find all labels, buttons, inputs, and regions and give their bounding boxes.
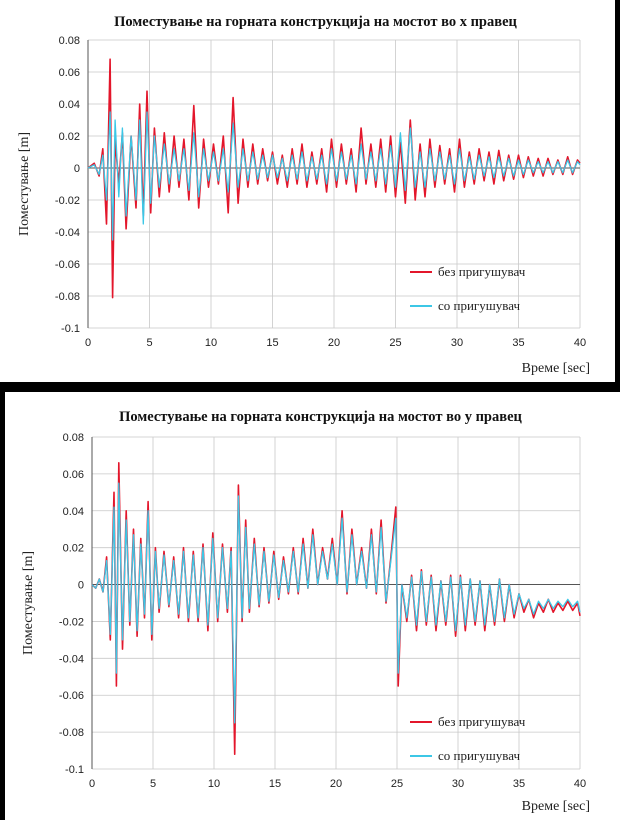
y-tick-label: -0.04 xyxy=(59,653,84,665)
x-tick-label: 5 xyxy=(146,337,152,349)
y-tick-label: -0.08 xyxy=(59,727,84,739)
legend-label: со пригушувач xyxy=(438,298,520,313)
series-line-with-damper xyxy=(91,482,581,724)
y-tick-label: 0.04 xyxy=(63,506,84,518)
x-tick-label: 25 xyxy=(389,337,401,349)
y-tick-label: 0.04 xyxy=(59,99,80,111)
y-tick-label: -0.1 xyxy=(65,764,84,776)
y-tick-label: -0.02 xyxy=(55,195,80,207)
chart-panel-x-direction: Поместување на горната конструкција на м… xyxy=(0,0,615,382)
y-axis-label: Поместување [m] xyxy=(17,132,32,236)
y-tick-label: 0.06 xyxy=(59,67,80,79)
y-tick-label: 0.02 xyxy=(63,543,84,555)
x-tick-label: 25 xyxy=(391,778,403,790)
y-tick-label: 0 xyxy=(78,580,84,592)
y-tick-label: -0.1 xyxy=(61,323,80,335)
chart-x-svg: Поместување на горната конструкција на м… xyxy=(17,14,590,376)
y-tick-label: -0.06 xyxy=(59,690,84,702)
x-tick-label: 0 xyxy=(85,337,91,349)
x-tick-label: 15 xyxy=(269,778,281,790)
x-tick-label: 5 xyxy=(150,778,156,790)
y-tick-label: 0.06 xyxy=(63,469,84,481)
x-tick-label: 0 xyxy=(89,778,95,790)
x-tick-label: 10 xyxy=(208,778,220,790)
series-line-with-damper xyxy=(87,111,581,241)
x-axis-label: Време [sec] xyxy=(522,799,590,814)
y-tick-label: -0.06 xyxy=(55,259,80,271)
x-axis-label: Време [sec] xyxy=(522,361,590,376)
chart-panel-y-direction: Поместување на горната конструкција на м… xyxy=(5,392,620,820)
x-tick-label: 20 xyxy=(330,778,342,790)
x-tick-label: 20 xyxy=(328,337,340,349)
x-tick-label: 35 xyxy=(513,778,525,790)
x-tick-label: 40 xyxy=(574,778,586,790)
x-tick-label: 40 xyxy=(574,337,586,349)
y-axis-label: Поместување [m] xyxy=(21,551,36,655)
chart-title: Поместување на горната конструкција на м… xyxy=(119,409,522,425)
legend-label: со пригушувач xyxy=(438,748,520,763)
y-tick-label: 0.08 xyxy=(59,35,80,47)
y-tick-label: -0.08 xyxy=(55,291,80,303)
x-tick-label: 30 xyxy=(451,337,463,349)
chart-title: Поместување на горната конструкција на м… xyxy=(114,14,517,30)
y-tick-label: 0.02 xyxy=(59,131,80,143)
y-tick-label: -0.02 xyxy=(59,616,84,628)
x-tick-label: 10 xyxy=(205,337,217,349)
legend-label: без пригушувач xyxy=(438,264,526,279)
chart-y-svg: Поместување на горната конструкција на м… xyxy=(21,409,590,814)
x-tick-label: 15 xyxy=(266,337,278,349)
x-tick-label: 35 xyxy=(512,337,524,349)
y-tick-label: 0 xyxy=(74,163,80,175)
y-tick-label: -0.04 xyxy=(55,227,80,239)
y-tick-label: 0.08 xyxy=(63,432,84,444)
x-tick-label: 30 xyxy=(452,778,464,790)
series-line-without-damper xyxy=(91,462,581,756)
legend-label: без пригушувач xyxy=(438,714,526,729)
